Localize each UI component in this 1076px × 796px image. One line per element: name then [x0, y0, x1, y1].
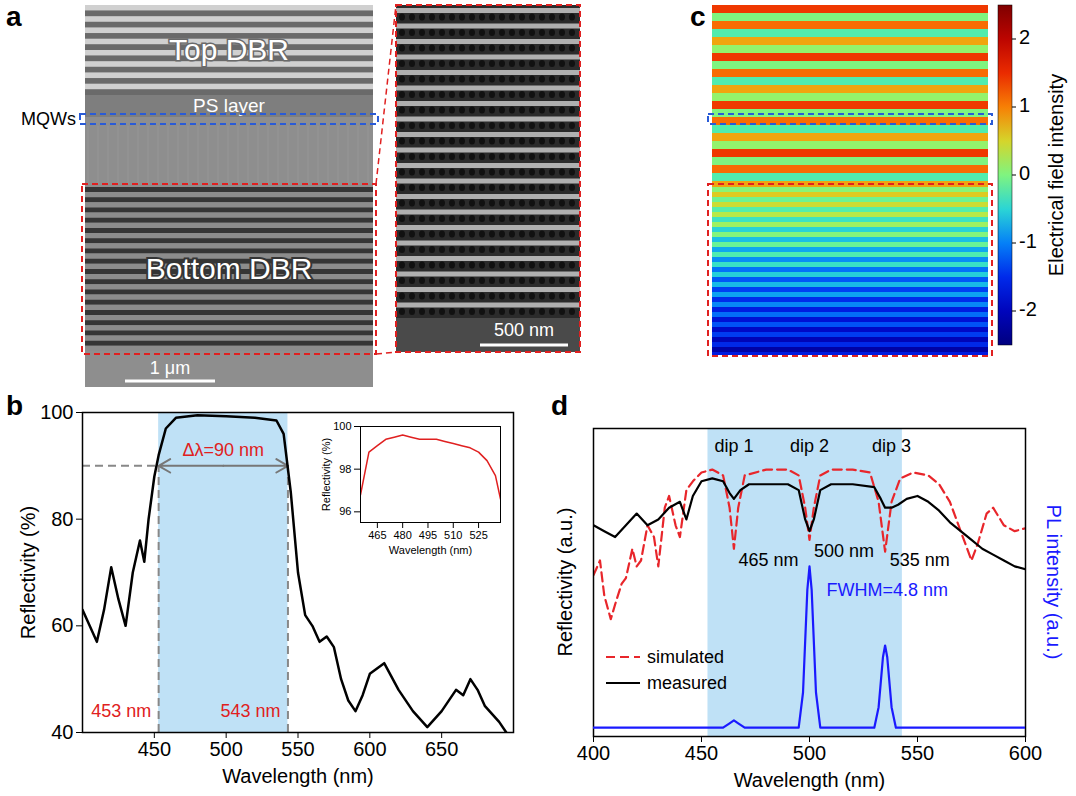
svg-text:465 nm: 465 nm — [738, 550, 798, 570]
svg-text:525: 525 — [469, 529, 487, 541]
svg-text:510: 510 — [444, 529, 462, 541]
svg-text:550: 550 — [901, 742, 934, 764]
html-text:b: b — [6, 390, 24, 421]
svg-text:Bottom DBR: Bottom DBR — [146, 252, 313, 285]
svg-text:600: 600 — [353, 738, 386, 760]
svg-text:100: 100 — [40, 401, 73, 423]
html-text:PL intensity (a.u.): PL intensity (a.u.) — [1042, 504, 1065, 660]
svg-text:480: 480 — [393, 529, 411, 541]
svg-text:dip 1: dip 1 — [714, 436, 753, 456]
svg-text:98: 98 — [339, 463, 351, 475]
svg-text:535 nm: 535 nm — [890, 550, 950, 570]
svg-text:2: 2 — [1019, 26, 1030, 48]
svg-text:-2: -2 — [1019, 298, 1037, 320]
svg-text:650: 650 — [425, 738, 458, 760]
svg-text:-1: -1 — [1019, 230, 1037, 252]
html-text:simulated: simulated — [647, 646, 724, 667]
svg-text:450: 450 — [138, 738, 171, 760]
svg-text:Electrical field intensity: Electrical field intensity — [1045, 74, 1067, 276]
svg-text:Wavelength (nm): Wavelength (nm) — [389, 544, 472, 556]
svg-text:0: 0 — [1019, 162, 1030, 184]
svg-text:Top DBR: Top DBR — [169, 33, 289, 66]
svg-text:a: a — [6, 1, 22, 32]
svg-text:500 nm: 500 nm — [814, 541, 874, 561]
svg-text:c: c — [690, 1, 706, 32]
svg-text:495: 495 — [419, 529, 437, 541]
svg-text:Reflectivity (%): Reflectivity (%) — [17, 506, 39, 639]
svg-text:dip 2: dip 2 — [790, 436, 829, 456]
svg-text:Reflectivity (%): Reflectivity (%) — [320, 438, 332, 511]
svg-text:453 nm: 453 nm — [91, 701, 151, 721]
svg-text:400: 400 — [577, 742, 610, 764]
svg-text:80: 80 — [51, 508, 73, 530]
svg-text:FWHM=4.8 nm: FWHM=4.8 nm — [826, 580, 948, 600]
svg-text:543 nm: 543 nm — [221, 701, 281, 721]
svg-text:Wavelength (nm): Wavelength (nm) — [734, 769, 886, 791]
svg-text:96: 96 — [339, 505, 351, 517]
svg-text:Wavelength (nm): Wavelength (nm) — [222, 765, 374, 787]
svg-text:40: 40 — [51, 721, 73, 743]
html-text:measured: measured — [647, 672, 727, 693]
svg-text:Δλ=90 nm: Δλ=90 nm — [183, 440, 265, 460]
svg-text:dip 3: dip 3 — [872, 436, 911, 456]
svg-text:465: 465 — [368, 529, 386, 541]
svg-text:500: 500 — [209, 738, 242, 760]
svg-text:60: 60 — [51, 614, 73, 636]
svg-text:600: 600 — [1009, 742, 1042, 764]
svg-text:550: 550 — [281, 738, 314, 760]
html-text:d: d — [551, 390, 569, 421]
svg-text:1 μm: 1 μm — [150, 358, 190, 378]
svg-text:500: 500 — [793, 742, 826, 764]
svg-text:500 nm: 500 nm — [494, 320, 554, 340]
svg-text:100: 100 — [333, 420, 351, 432]
svg-text:1: 1 — [1019, 94, 1030, 116]
svg-text:450: 450 — [685, 742, 718, 764]
svg-text:PS layer: PS layer — [193, 95, 265, 116]
html-text:Reflectivity (a.u.): Reflectivity (a.u.) — [553, 507, 576, 657]
svg-text:MQWs: MQWs — [21, 109, 76, 129]
